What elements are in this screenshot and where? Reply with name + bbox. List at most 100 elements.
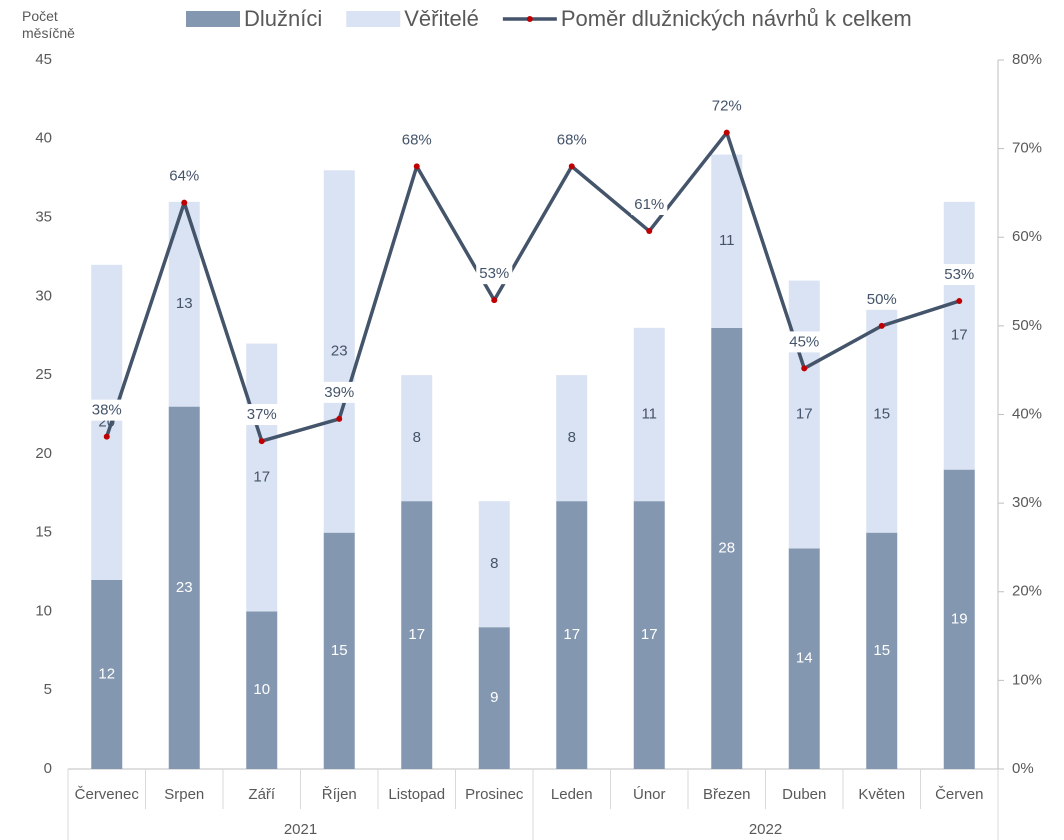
y-tick-label: 5 [44, 681, 52, 698]
bar-label: 17 [563, 626, 580, 643]
y-tick-label: 30 [35, 287, 52, 304]
bar-segment [91, 264, 123, 580]
x-tick-label: Prosinec [465, 786, 524, 803]
bar-segment [478, 627, 510, 769]
line-label-bg [398, 129, 435, 151]
x-tick-label: Červenec [75, 786, 140, 803]
bar-label: 19 [951, 610, 968, 627]
bar-label: 11 [719, 232, 735, 249]
x-tick-label: Září [248, 786, 276, 803]
bar-label: 13 [176, 295, 193, 312]
x-tick-label: Listopad [388, 786, 445, 803]
y2-tick-label: 70% [1012, 140, 1042, 157]
bar-segment [246, 343, 278, 612]
line-label-bg [243, 404, 280, 426]
legend-label: Poměr dlužnických návrhů k celkem [561, 6, 912, 31]
x-tick-label: Duben [782, 786, 826, 803]
line-label-bg [553, 129, 590, 151]
y-tick-label: 15 [35, 524, 52, 541]
line-label: 38% [92, 402, 122, 419]
bar-segment [323, 532, 355, 769]
line-label: 39% [324, 384, 354, 401]
x-tick-label: Únor [633, 786, 666, 803]
bar-segment [866, 532, 898, 769]
y2-tick-label: 60% [1012, 228, 1042, 245]
y-tick-label: 20 [35, 445, 52, 462]
y-tick-label: 35 [35, 209, 52, 226]
x-tick-label: Leden [551, 786, 593, 803]
bar-segment [711, 154, 743, 328]
y-tick-label: 0 [44, 760, 52, 777]
legend-label: Dlužníci [244, 6, 322, 31]
line-label: 61% [634, 196, 664, 213]
line-label-bg [476, 263, 513, 285]
line-label-bg [708, 95, 745, 117]
line-label-bg [863, 288, 900, 310]
bar-label: 17 [641, 626, 658, 643]
bar-segment [323, 170, 355, 533]
bar-segment [91, 579, 123, 769]
bar-label: 12 [98, 665, 115, 682]
bar-segment [711, 327, 743, 769]
x-tick-label: Březen [703, 786, 751, 803]
line-label-bg [166, 165, 203, 187]
bar-label: 14 [796, 650, 813, 667]
bar-label: 10 [253, 681, 270, 698]
bar-label: 8 [490, 555, 498, 572]
line-marker [568, 163, 575, 170]
bar-segment [556, 501, 588, 769]
x-tick-label: Říjen [322, 786, 357, 803]
bar-segment [401, 375, 433, 502]
y2-tick-label: 50% [1012, 317, 1042, 334]
y-tick-label: 40 [35, 130, 52, 147]
line-marker [336, 415, 343, 422]
x-tick-label: Květen [858, 786, 905, 803]
line-marker [103, 433, 110, 440]
bar-segment [246, 611, 278, 769]
bar-label: 17 [408, 626, 425, 643]
line-label-bg [941, 264, 978, 286]
bar-label: 23 [331, 342, 348, 359]
line-label: 68% [557, 131, 587, 148]
y-tick-label: 10 [35, 602, 52, 619]
bar-label: 17 [951, 327, 968, 344]
line-label-bg [631, 194, 668, 216]
bar-segment [168, 406, 200, 769]
legend-swatch [346, 11, 401, 27]
line-label: 45% [789, 333, 819, 350]
bar-label: 15 [873, 405, 890, 422]
x-tick-label: Červen [935, 786, 983, 803]
line-marker [646, 228, 653, 235]
y-axis-label: Počet měsíčně [22, 8, 75, 41]
bar-segment [788, 280, 820, 549]
line-marker [723, 129, 730, 136]
bar-label: 17 [796, 405, 813, 422]
y-tick-label: 45 [35, 51, 52, 68]
line-label: 53% [944, 266, 974, 283]
bar-label: 9 [490, 689, 498, 706]
line-marker [878, 322, 885, 329]
line-label: 50% [867, 291, 897, 308]
bar-label: 8 [568, 429, 576, 446]
bar-segment [943, 469, 975, 769]
bar-label: 23 [176, 579, 193, 596]
y2-tick-label: 80% [1012, 51, 1042, 68]
bar-label: 17 [253, 468, 270, 485]
bar-label: 11 [641, 405, 657, 422]
line-label: 37% [247, 406, 277, 423]
legend-label: Věřitelé [404, 6, 479, 31]
bar-label: 8 [413, 429, 421, 446]
line-label: 64% [169, 168, 199, 185]
x-tick-label: Srpen [164, 786, 204, 803]
group-label: 2022 [749, 821, 782, 838]
legend-swatch-marker [526, 16, 533, 22]
group-label: 2021 [284, 821, 317, 838]
bar-label: 28 [718, 539, 735, 556]
line-label-bg [88, 399, 125, 421]
line-marker [491, 297, 498, 304]
bar-label: 15 [873, 642, 890, 659]
line-marker [181, 199, 188, 206]
line-marker [413, 163, 420, 170]
